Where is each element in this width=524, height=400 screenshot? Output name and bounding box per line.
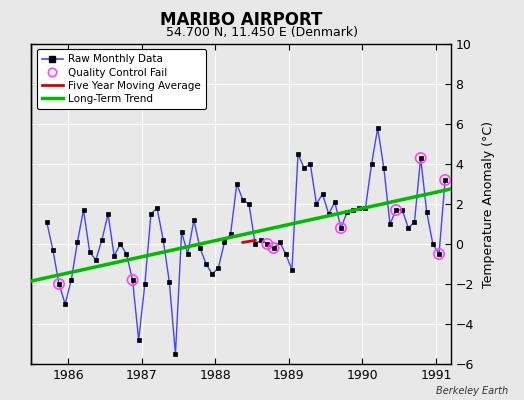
Quality Control Fail (392, 207, 400, 213)
Raw Monthly Data (166, 280, 172, 284)
Raw Monthly Data (74, 240, 81, 244)
Raw Monthly Data (43, 220, 50, 224)
Quality Control Fail (263, 241, 271, 247)
Five Year Moving Average (252, 238, 258, 243)
Line: Five Year Moving Average: Five Year Moving Average (243, 240, 255, 242)
Legend: Raw Monthly Data, Quality Control Fail, Five Year Moving Average, Long-Term Tren: Raw Monthly Data, Quality Control Fail, … (37, 49, 206, 109)
Raw Monthly Data (375, 126, 381, 130)
Text: Berkeley Earth: Berkeley Earth (436, 386, 508, 396)
Line: Raw Monthly Data: Raw Monthly Data (45, 126, 447, 356)
Quality Control Fail (269, 245, 278, 251)
Raw Monthly Data (172, 352, 179, 356)
Quality Control Fail (128, 277, 137, 283)
Raw Monthly Data (362, 206, 368, 210)
Five Year Moving Average (240, 240, 246, 245)
Raw Monthly Data (227, 232, 234, 236)
Quality Control Fail (435, 251, 443, 257)
Raw Monthly Data (221, 240, 227, 244)
Quality Control Fail (55, 281, 63, 287)
Y-axis label: Temperature Anomaly (°C): Temperature Anomaly (°C) (482, 120, 495, 288)
Quality Control Fail (337, 225, 345, 231)
Title: MARIBO AIRPORT: MARIBO AIRPORT (160, 10, 322, 28)
Raw Monthly Data (442, 178, 448, 182)
Raw Monthly Data (141, 282, 148, 286)
Quality Control Fail (417, 155, 425, 161)
Text: 54.700 N, 11.450 E (Denmark): 54.700 N, 11.450 E (Denmark) (166, 26, 358, 39)
Quality Control Fail (441, 177, 449, 183)
